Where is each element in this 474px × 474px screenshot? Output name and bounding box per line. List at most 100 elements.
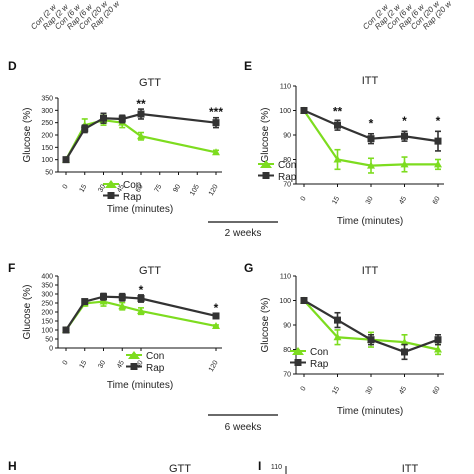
legend-label-rap: Rap bbox=[123, 192, 142, 203]
data-point-rap bbox=[300, 297, 308, 304]
data-point-rap bbox=[367, 135, 375, 143]
data-point-con bbox=[434, 160, 442, 168]
y-tick-label: 200 bbox=[41, 310, 53, 317]
data-point-rap bbox=[212, 119, 220, 127]
data-point-con bbox=[434, 345, 442, 353]
data-point-rap bbox=[100, 114, 107, 122]
data-point-con bbox=[212, 148, 220, 156]
y-axis-label: Glucose (%) bbox=[260, 297, 271, 352]
x-tick-label: 120 bbox=[208, 359, 220, 373]
significance-star: ** bbox=[136, 97, 146, 111]
x-axis-label: Time (minutes) bbox=[107, 380, 173, 391]
series-line-rap bbox=[65, 295, 217, 331]
y-tick-label: 80 bbox=[283, 157, 291, 164]
legend-label-con: Con bbox=[123, 180, 141, 191]
x-tick-label: 30 bbox=[97, 183, 107, 193]
y-tick-label: 150 bbox=[41, 145, 53, 152]
chart-title: GTT bbox=[139, 77, 161, 89]
data-point-rap bbox=[137, 295, 145, 302]
legend-label-rap: Rap bbox=[310, 359, 329, 370]
legend-label-rap: Rap bbox=[278, 172, 297, 183]
data-point-con bbox=[400, 160, 409, 168]
chart-title-i: ITT bbox=[402, 463, 419, 474]
chart-g: 70 80 90 100 110 0 15 30 45 60 ITT Time (minutes) Gl… bbox=[260, 265, 444, 417]
x-tick-label: 15 bbox=[79, 183, 89, 193]
data-point-rap bbox=[434, 336, 442, 344]
legend-label-con: Con bbox=[278, 160, 296, 171]
y-tick-label: 250 bbox=[41, 301, 53, 308]
x-tick-label: 45 bbox=[398, 195, 408, 205]
data-point-rap bbox=[401, 132, 408, 140]
x-tick-label: 120 bbox=[208, 183, 220, 197]
y-tick-label: 400 bbox=[41, 274, 53, 281]
x-axis-label: Time (minutes) bbox=[107, 204, 173, 215]
legend-label-rap: Rap bbox=[146, 363, 165, 374]
y-tick-label: 250 bbox=[41, 120, 53, 127]
data-point-rap bbox=[334, 316, 341, 324]
x-tick-label: 30 bbox=[365, 195, 375, 205]
data-point-rap bbox=[118, 115, 126, 123]
data-point-rap bbox=[118, 293, 126, 301]
data-point-con bbox=[137, 132, 145, 140]
significance-star: * bbox=[402, 114, 407, 128]
group-label-2-weeks: 2 weeks bbox=[225, 228, 262, 239]
y-tick-label: 50 bbox=[45, 337, 53, 344]
x-tick-label: 60 bbox=[135, 359, 145, 369]
y-tick-label: 350 bbox=[41, 283, 53, 290]
x-tick-label: 60 bbox=[135, 183, 145, 193]
data-point-con bbox=[400, 338, 409, 346]
y-tick-label-i: 110 bbox=[271, 464, 282, 471]
significance-star: ** bbox=[333, 104, 343, 118]
data-point-con bbox=[137, 307, 145, 315]
legend-label-con: Con bbox=[146, 351, 164, 362]
y-tick-label: 90 bbox=[283, 323, 291, 330]
panel-label-i: I bbox=[258, 459, 261, 473]
chart-title-h: GTT bbox=[169, 463, 191, 474]
x-axis-label: Time (minutes) bbox=[337, 406, 403, 417]
x-tick-label: 15 bbox=[331, 385, 341, 395]
data-point-rap bbox=[62, 326, 70, 334]
panel-label-f: F bbox=[8, 261, 15, 275]
x-tick-label: 45 bbox=[398, 385, 408, 395]
x-tick-label: 90 bbox=[172, 183, 182, 193]
x-tick-label: 0 bbox=[300, 385, 308, 392]
data-point-con bbox=[333, 155, 342, 163]
x-tick-label: 75 bbox=[154, 183, 164, 193]
y-tick-label: 100 bbox=[279, 298, 291, 305]
data-point-rap bbox=[212, 312, 220, 320]
x-axis-label: Time (minutes) bbox=[337, 216, 403, 227]
legend-label-con: Con bbox=[310, 347, 328, 358]
x-tick-label: 45 bbox=[116, 359, 126, 369]
x-tick-label: 0 bbox=[300, 195, 308, 202]
y-axis-label: Glucose (%) bbox=[260, 107, 271, 162]
significance-star: *** bbox=[209, 105, 223, 119]
y-tick-label: 150 bbox=[41, 319, 53, 326]
x-tick-label: 0 bbox=[62, 359, 70, 366]
y-axis-label: Glucose (%) bbox=[22, 107, 33, 162]
data-point-con bbox=[212, 322, 220, 330]
series-line-rap bbox=[65, 112, 217, 161]
y-tick-label: 300 bbox=[41, 292, 53, 299]
panel-label-h: H bbox=[8, 459, 17, 473]
x-tick-label: 15 bbox=[331, 195, 341, 205]
x-tick-label: 30 bbox=[97, 359, 107, 369]
y-tick-label: 80 bbox=[283, 347, 291, 354]
significance-star: * bbox=[436, 114, 441, 128]
y-tick-label: 110 bbox=[280, 274, 291, 281]
significance-star: * bbox=[369, 117, 374, 131]
y-tick-label: 100 bbox=[279, 108, 291, 115]
data-point-rap bbox=[300, 107, 308, 114]
data-point-rap bbox=[81, 298, 89, 306]
x-tick-label: 105 bbox=[189, 183, 201, 197]
y-tick-label: 100 bbox=[41, 328, 53, 335]
data-point-rap bbox=[434, 137, 442, 145]
data-point-con bbox=[99, 297, 108, 305]
x-tick-label: 60 bbox=[432, 195, 442, 205]
y-tick-label: 200 bbox=[41, 133, 53, 140]
chart-title: ITT bbox=[362, 75, 379, 87]
panel-label-e: E bbox=[244, 59, 252, 73]
